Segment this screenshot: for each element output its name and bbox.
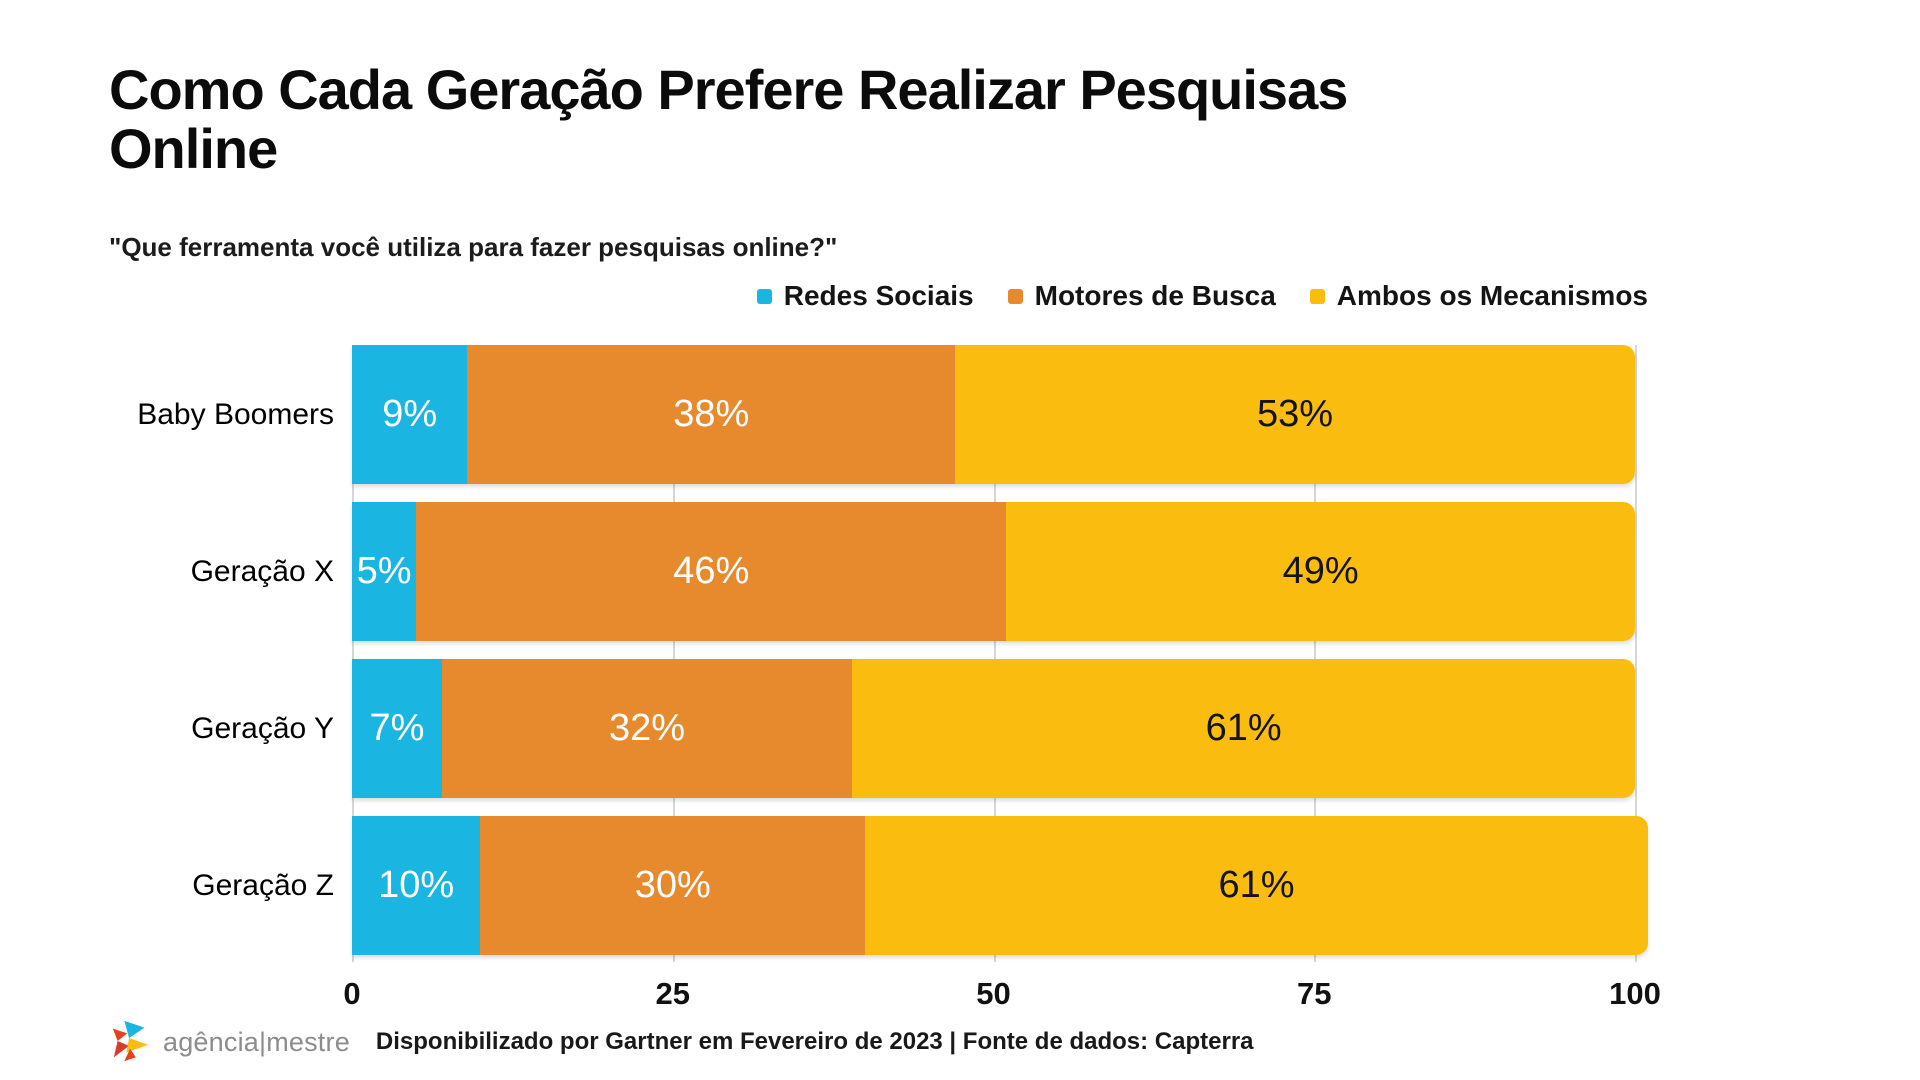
footer: agência|mestre Disponibilizado por Gartn… [109,1018,1254,1066]
bar-segment: 46% [416,502,1007,641]
bar-segment: 38% [467,345,955,484]
category-label: Geração Y [191,711,334,745]
gridline [1314,345,1317,962]
bar-segment: 53% [955,345,1635,484]
bar-row: Geração X 5% 46% 49% [0,502,1920,641]
bar-stack: 9% 38% 53% [352,345,1635,484]
category-label: Geração X [190,554,334,588]
category-label: Baby Boomers [137,397,334,431]
bar-stack: 5% 46% 49% [352,502,1635,641]
bar-rows: Baby Boomers 9% 38% 53% Geração X 5% 46% 49% Ger… [0,345,1920,973]
bar-segment: 49% [1006,502,1635,641]
bar-segment: 9% [352,345,468,484]
agencia-mestre-logo-text: agência|mestre [163,1026,350,1057]
bar-segment-value-label: 32% [609,707,686,749]
bar-row: Geração Y 7% 32% 61% [0,659,1920,798]
gridlines-layer [352,345,1662,962]
gridline [993,345,996,962]
bar-segment: 32% [441,659,853,798]
legend-item: Redes Sociais [756,280,974,312]
x-tick-label: 25 [655,976,690,1011]
legend-color-swatch [1309,288,1325,304]
x-tick-label: 0 [343,976,361,1011]
agencia-mestre-logo-icon [112,1020,149,1062]
bar-segment-value-label: 46% [673,550,750,592]
x-tick-label: 100 [1609,976,1661,1011]
bar-segment-value-label: 49% [1282,550,1359,592]
bar-segment-value-label: 7% [369,707,425,749]
x-tick-label: 50 [976,976,1011,1011]
bar-row: Geração Z 10% 30% 61% [0,816,1920,955]
bar-segment: 61% [852,659,1635,798]
legend-item: Motores de Busca [1007,280,1276,312]
bar-stack: 10% 30% 61% [352,816,1648,955]
bar-segment: 61% [865,816,1648,955]
gridline [1635,345,1637,962]
chart-subtitle: "Que ferramenta você utiliza para fazer … [109,232,838,262]
legend-label: Redes Sociais [783,280,974,311]
data-source-text: Disponibilizado por Gartner em Fevereiro… [375,1028,1254,1055]
bar-segment-value-label: 38% [673,393,750,435]
bar-segment-value-label: 30% [634,864,711,906]
legend-color-swatch [756,288,772,304]
bar-segment-value-label: 61% [1218,864,1295,906]
x-tick-label: 75 [1297,976,1332,1011]
bar-row: Baby Boomers 9% 38% 53% [0,345,1920,484]
bar-segment-value-label: 5% [356,550,412,592]
gridline [672,345,675,962]
bar-segment-value-label: 61% [1205,707,1282,749]
bar-segment: 7% [352,659,442,798]
legend-label: Ambos os Mecanismos [1336,280,1648,311]
gridline [352,345,354,962]
bar-segment-value-label: 10% [378,864,455,906]
bar-segment: 5% [352,502,417,641]
legend-item: Ambos os Mecanismos [1309,280,1648,312]
x-axis: 0 25 50 75 100 [343,976,1662,1016]
bar-stack: 7% 32% 61% [352,659,1635,798]
bar-segment-value-label: 53% [1256,393,1334,435]
bar-segment: 30% [480,816,866,955]
chart-legend: Redes Sociais Motores de Busca Ambos os Me… [352,280,1648,312]
legend-color-swatch [1007,288,1023,304]
bar-segment: 10% [352,816,481,955]
bar-segment-value-label: 9% [382,393,438,435]
category-label: Geração Z [192,868,334,902]
legend-label: Motores de Busca [1034,280,1276,311]
page-title: Como Cada Geração Prefere Realizar Pesqu… [109,58,1348,181]
